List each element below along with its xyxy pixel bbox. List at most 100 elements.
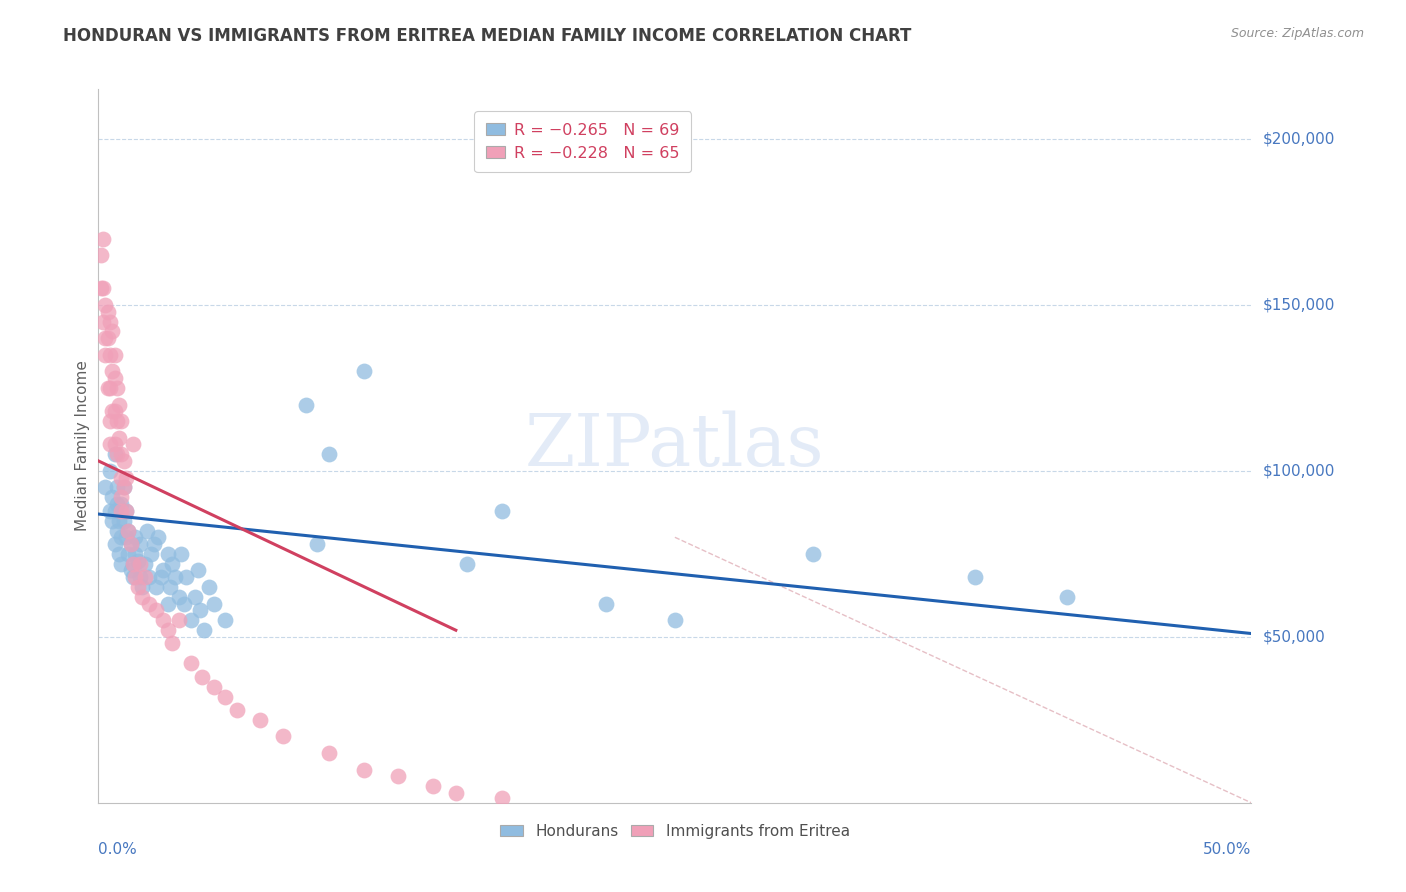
Point [91, 314, 114, 328]
Point [108, 397, 131, 411]
Text: ZIPatlas: ZIPatlas [524, 410, 825, 482]
Point [122, 557, 145, 571]
Point [160, 636, 183, 650]
Point [134, 557, 156, 571]
Legend: Hondurans, Immigrants from Eritrea: Hondurans, Immigrants from Eritrea [494, 818, 856, 845]
Point [122, 570, 145, 584]
Point [149, 570, 172, 584]
Point [159, 580, 181, 594]
Point [191, 670, 214, 684]
Point [138, 597, 160, 611]
Point [115, 470, 138, 484]
Point [188, 603, 211, 617]
Point [98, 437, 121, 451]
Point [120, 537, 142, 551]
Text: Source: ZipAtlas.com: Source: ZipAtlas.com [1230, 27, 1364, 40]
Point [129, 570, 152, 584]
Point [101, 404, 124, 418]
Point [117, 524, 139, 538]
Point [97, 304, 120, 318]
Point [98, 414, 121, 428]
Point [225, 703, 247, 717]
Point [160, 557, 183, 571]
Point [491, 790, 513, 805]
Point [214, 690, 236, 704]
Point [112, 481, 135, 495]
Text: $50,000: $50,000 [1263, 630, 1326, 644]
Point [110, 504, 132, 518]
Point [91, 231, 114, 245]
Point [105, 497, 128, 511]
Point [595, 597, 617, 611]
Point [98, 348, 121, 362]
Point [271, 730, 294, 744]
Point [148, 530, 170, 544]
Point [108, 431, 131, 445]
Point [105, 381, 128, 395]
Point [120, 537, 142, 551]
Point [124, 530, 146, 544]
Point [963, 570, 986, 584]
Point [173, 597, 195, 611]
Text: $150,000: $150,000 [1263, 297, 1334, 312]
Point [127, 580, 149, 594]
Point [97, 381, 120, 395]
Point [163, 570, 186, 584]
Point [180, 613, 202, 627]
Point [129, 537, 152, 551]
Point [156, 547, 179, 561]
Point [249, 713, 271, 727]
Point [145, 580, 167, 594]
Point [170, 547, 193, 561]
Point [110, 470, 132, 484]
Point [422, 779, 444, 793]
Point [156, 624, 179, 638]
Point [110, 530, 132, 544]
Point [202, 680, 225, 694]
Point [90, 248, 112, 262]
Point [127, 553, 149, 567]
Point [117, 524, 139, 538]
Point [156, 597, 179, 611]
Point [138, 570, 160, 584]
Point [202, 597, 225, 611]
Point [98, 381, 121, 395]
Point [108, 514, 131, 528]
Point [103, 504, 125, 518]
Point [103, 537, 125, 551]
Point [193, 624, 215, 638]
Point [98, 464, 121, 478]
Point [112, 514, 135, 528]
Point [152, 564, 174, 578]
Point [167, 613, 190, 627]
Text: 50.0%: 50.0% [1204, 842, 1251, 857]
Point [145, 603, 167, 617]
Point [112, 454, 135, 468]
Point [353, 364, 375, 378]
Point [117, 547, 139, 561]
Point [105, 447, 128, 461]
Point [103, 371, 125, 385]
Point [456, 557, 478, 571]
Text: $100,000: $100,000 [1263, 463, 1334, 478]
Point [129, 557, 152, 571]
Point [103, 447, 125, 461]
Point [801, 547, 824, 561]
Point [180, 657, 202, 671]
Point [94, 298, 117, 312]
Point [174, 570, 197, 584]
Point [131, 580, 153, 594]
Text: 0.0%: 0.0% [98, 842, 138, 857]
Point [105, 481, 128, 495]
Point [187, 564, 209, 578]
Point [105, 524, 128, 538]
Point [152, 613, 174, 627]
Point [134, 570, 156, 584]
Point [307, 537, 329, 551]
Point [103, 404, 125, 418]
Point [115, 504, 138, 518]
Point [124, 547, 146, 561]
Point [491, 504, 513, 518]
Point [101, 491, 124, 505]
Point [98, 314, 121, 328]
